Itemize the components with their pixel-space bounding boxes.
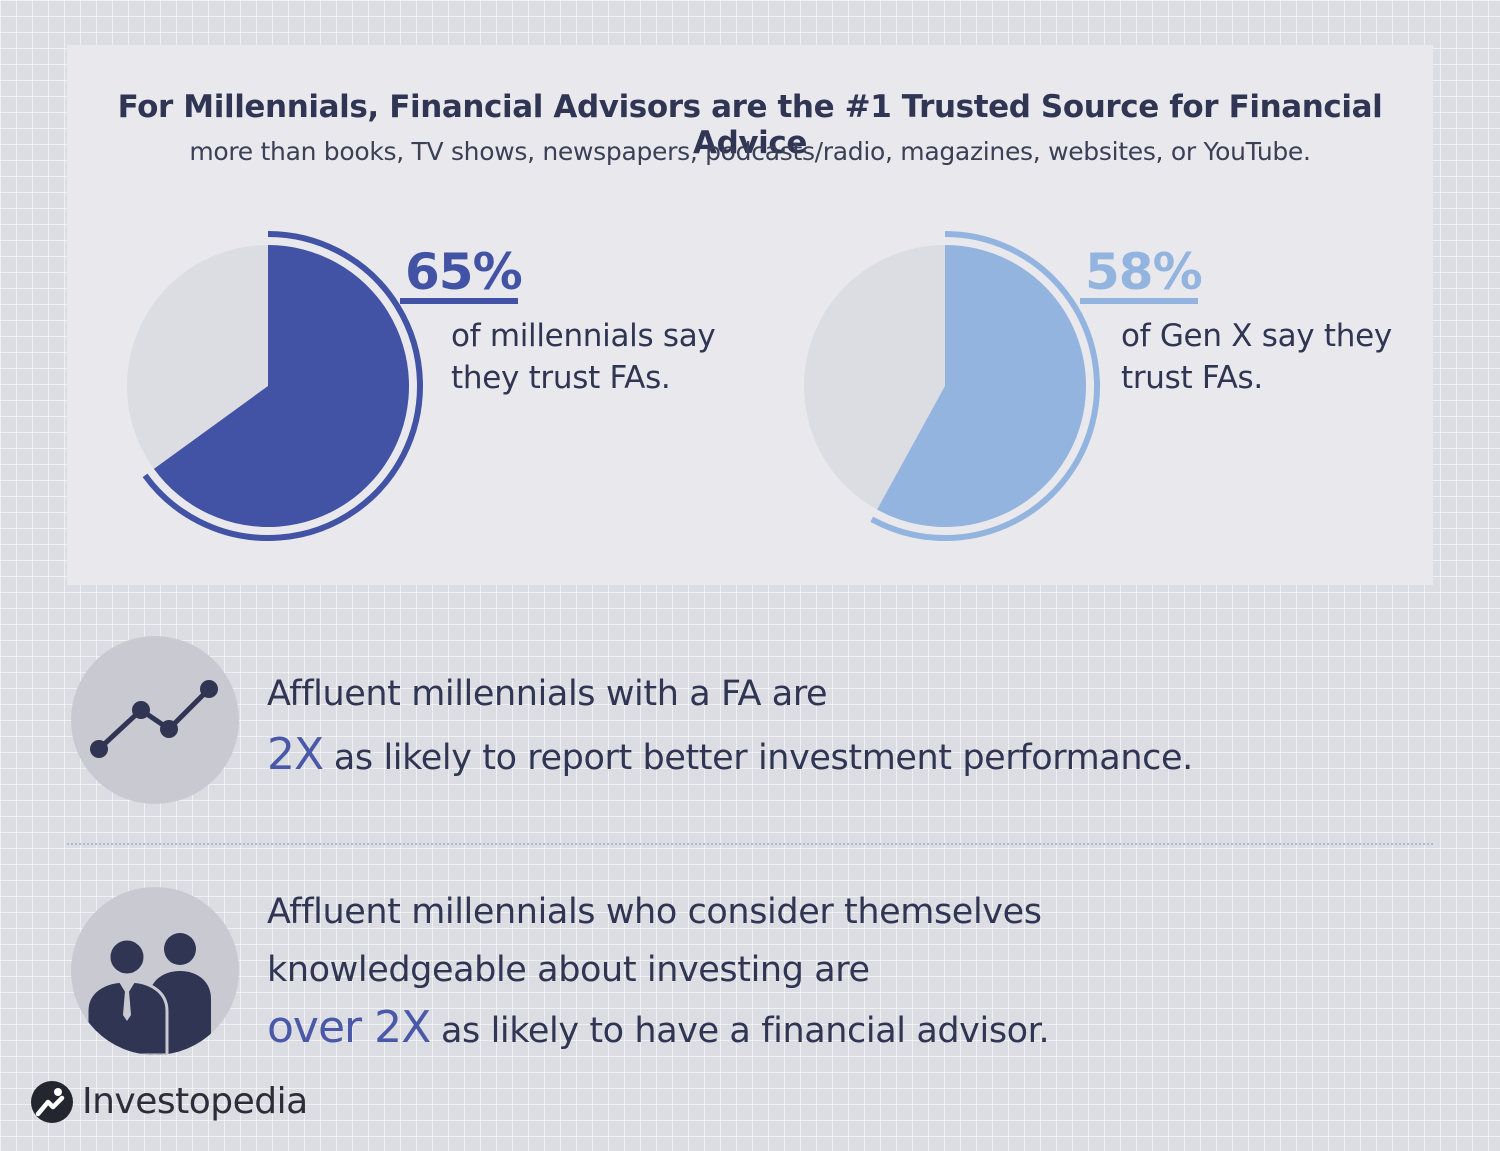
section-divider [67, 843, 1433, 845]
pie-outer-arc [142, 231, 423, 541]
pie-outer-arc [870, 231, 1100, 541]
pie-slice-value [877, 245, 1086, 527]
pie-description-line: trust FAs. [1121, 360, 1263, 396]
stat-knowledgeable: Affluent millennials who consider themse… [267, 883, 1050, 1060]
stat-line: knowledgeable about investing are [267, 950, 870, 990]
pie-description-line: of Gen X say they [1121, 318, 1392, 354]
pie-chart-genx [804, 231, 1100, 541]
pie-value-underline [1080, 298, 1198, 304]
stat-line: Affluent millennials who consider themse… [267, 892, 1042, 932]
page-title: For Millennials, Financial Advisors are … [117, 89, 1383, 161]
line-graph-icon [71, 636, 239, 804]
pie-slice-value [153, 245, 409, 527]
stat-line: over 2X as likely to have a financial ad… [267, 999, 1050, 1060]
stat-line-rest: as likely to report better investment pe… [333, 738, 1193, 778]
pie-description-line: of millennials say [451, 318, 716, 354]
pie-description-line: they trust FAs. [451, 360, 671, 396]
two-people-icon [71, 887, 239, 1055]
stat-line: Affluent millennials with a FA are [267, 674, 828, 714]
stat-line-rest: as likely to have a financial advisor. [440, 1011, 1050, 1051]
investopedia-logo-icon [31, 1081, 73, 1123]
logo-wordmark: Investopedia [82, 1081, 308, 1122]
pie-description: of Gen X say they trust FAs. [1121, 315, 1392, 399]
stat-highlight: 2X [267, 729, 324, 780]
page-subtitle: more than books, TV shows, newspapers, p… [189, 137, 1311, 166]
stat-performance: Affluent millennials with a FA are 2X as… [267, 671, 1193, 784]
stat-line: 2X as likely to report better investment… [267, 729, 1193, 784]
pie-value-label: 58% [1085, 243, 1203, 301]
pie-value-label: 65% [405, 243, 523, 301]
pie-value-underline [400, 298, 518, 304]
pie-chart-millennials [127, 231, 423, 541]
pie-description: of millennials say they trust FAs. [451, 315, 716, 399]
stat-highlight: over 2X [267, 1002, 431, 1053]
